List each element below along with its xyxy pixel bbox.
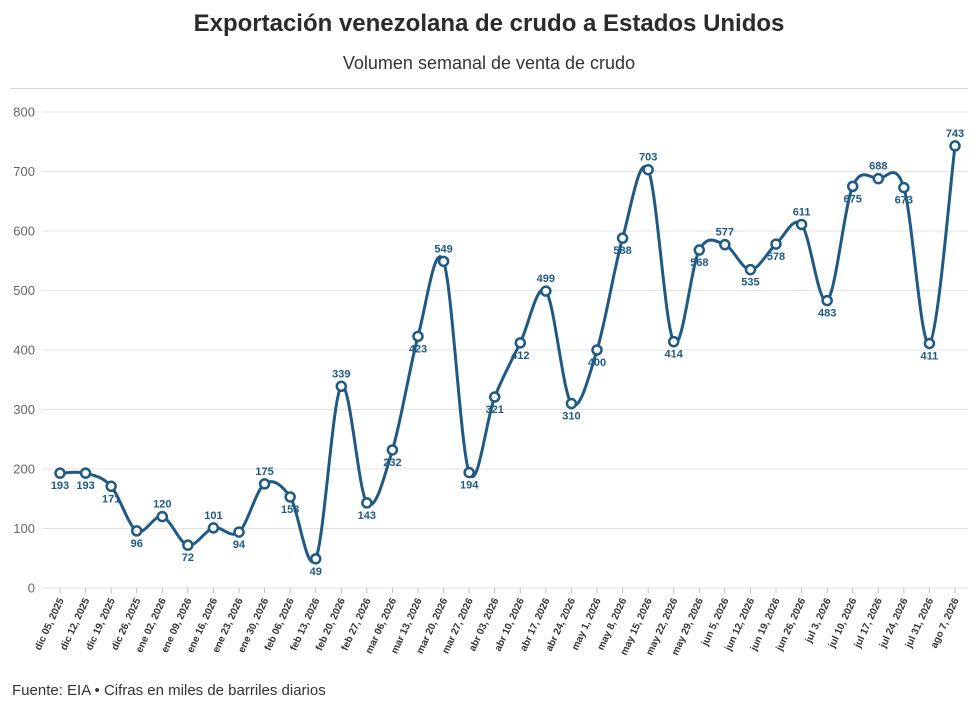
data-label: 153 — [281, 504, 299, 516]
data-point[interactable] — [361, 497, 373, 509]
y-tick-label: 500 — [13, 283, 35, 298]
data-label: 483 — [818, 308, 836, 320]
data-point[interactable] — [488, 391, 501, 403]
data-point[interactable] — [207, 522, 220, 534]
data-point[interactable] — [335, 380, 348, 393]
data-label: 96 — [131, 538, 143, 550]
data-point[interactable] — [540, 285, 552, 297]
y-tick-label: 200 — [13, 462, 35, 477]
data-point[interactable] — [898, 181, 910, 194]
data-label: 232 — [383, 457, 401, 469]
data-point[interactable] — [130, 525, 143, 537]
data-point[interactable] — [514, 337, 527, 349]
data-point[interactable] — [105, 480, 117, 493]
data-label: 588 — [613, 245, 631, 257]
data-label: 94 — [233, 539, 246, 551]
data-point[interactable] — [770, 238, 782, 250]
data-point[interactable] — [54, 467, 66, 479]
data-point[interactable] — [616, 232, 629, 244]
data-point[interactable] — [719, 238, 731, 251]
data-point[interactable] — [463, 466, 475, 479]
data-label: 194 — [460, 480, 479, 492]
data-label: 535 — [741, 277, 759, 289]
data-label: 120 — [153, 499, 171, 511]
data-label: 611 — [793, 206, 811, 218]
data-point[interactable] — [79, 467, 92, 479]
data-label: 499 — [537, 273, 555, 285]
y-tick-label: 600 — [13, 224, 35, 239]
data-point[interactable] — [412, 330, 424, 343]
source-note: Fuente: EIA • Cifras en miles de barrile… — [12, 682, 326, 699]
data-label: 743 — [946, 128, 964, 140]
data-point[interactable] — [565, 397, 578, 410]
data-label: 412 — [511, 350, 529, 362]
y-tick-label: 700 — [13, 164, 35, 179]
data-label: 143 — [358, 510, 376, 522]
data-point[interactable] — [821, 294, 833, 307]
data-label: 673 — [895, 195, 913, 207]
data-point[interactable] — [437, 255, 450, 268]
data-label: 549 — [434, 243, 452, 255]
data-label: 339 — [332, 368, 350, 380]
data-point[interactable] — [309, 553, 322, 565]
data-label: 578 — [767, 251, 785, 263]
data-point[interactable] — [284, 491, 296, 503]
y-tick-label: 800 — [13, 105, 35, 120]
data-point[interactable] — [642, 163, 654, 176]
data-label: 193 — [51, 480, 69, 492]
data-point[interactable] — [591, 344, 603, 356]
data-label: 310 — [562, 411, 580, 423]
data-label: 175 — [255, 466, 273, 478]
chart-subtitle: Volumen semanal de venta de crudo — [342, 53, 636, 73]
data-label: 675 — [844, 193, 862, 205]
data-point[interactable] — [872, 172, 885, 185]
y-tick-label: 0 — [28, 581, 35, 596]
data-label: 171 — [102, 493, 120, 505]
data-point[interactable] — [386, 444, 399, 456]
data-label: 568 — [690, 257, 708, 269]
data-label: 703 — [639, 152, 657, 164]
title-divider — [10, 88, 968, 89]
data-label: 101 — [204, 510, 222, 522]
data-point[interactable] — [949, 140, 961, 152]
y-tick-label: 300 — [13, 402, 35, 417]
y-tick-label: 100 — [13, 521, 35, 536]
series-line — [59, 145, 957, 564]
data-point[interactable] — [182, 539, 194, 551]
data-point[interactable] — [923, 337, 936, 350]
data-point[interactable] — [795, 218, 808, 231]
data-label: 193 — [76, 480, 94, 492]
data-label: 411 — [921, 350, 939, 362]
y-tick-label: 400 — [13, 343, 35, 358]
data-point[interactable] — [156, 510, 169, 523]
data-label: 72 — [182, 552, 194, 564]
data-point[interactable] — [846, 180, 859, 193]
data-label: 688 — [869, 161, 887, 173]
data-label: 49 — [310, 566, 322, 578]
data-point[interactable] — [258, 478, 271, 490]
data-point[interactable] — [233, 526, 245, 538]
data-label: 400 — [588, 357, 606, 369]
data-label: 321 — [486, 404, 504, 416]
data-point[interactable] — [667, 335, 680, 348]
chart-title: Exportación venezolana de crudo a Estado… — [193, 10, 785, 37]
data-label: 423 — [409, 343, 427, 355]
data-point[interactable] — [693, 244, 706, 256]
data-point[interactable] — [744, 263, 757, 276]
data-label: 577 — [716, 227, 734, 239]
data-label: 414 — [665, 349, 684, 361]
